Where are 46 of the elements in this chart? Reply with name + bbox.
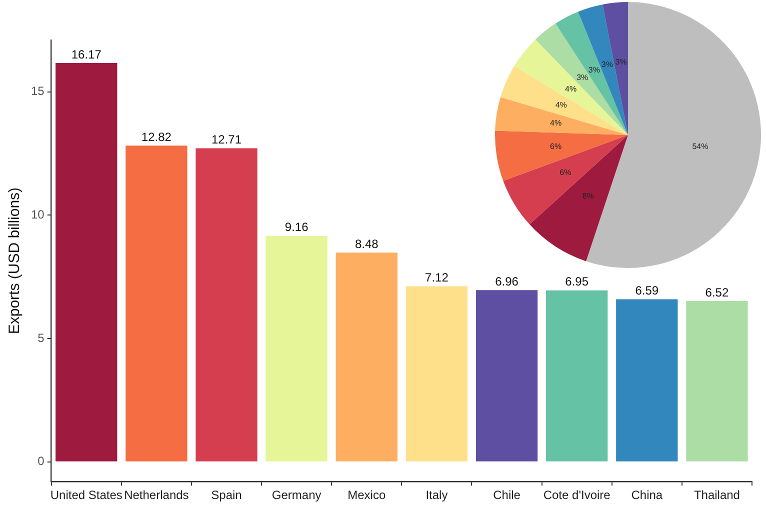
y-tick-label: 10 bbox=[30, 207, 45, 222]
bar bbox=[56, 62, 118, 462]
data-label: 6.95 bbox=[565, 274, 589, 289]
x-tick-label: China bbox=[631, 488, 663, 502]
data-label: 3% bbox=[615, 57, 627, 66]
bar bbox=[266, 236, 328, 462]
data-label: 8.48 bbox=[354, 236, 379, 251]
data-label: 4% bbox=[550, 118, 562, 128]
data-label: 6% bbox=[560, 168, 572, 178]
data-label: 12.71 bbox=[211, 132, 242, 147]
x-tick-label: Mexico bbox=[348, 488, 386, 502]
x-tick-label: United States bbox=[50, 488, 122, 502]
bar bbox=[336, 252, 398, 462]
data-label: 4% bbox=[555, 100, 567, 110]
y-axis-title: Exports (USD billions) bbox=[6, 187, 24, 334]
data-label: 3% bbox=[588, 65, 600, 74]
y-tick-label: 5 bbox=[38, 330, 45, 345]
bar bbox=[546, 290, 608, 462]
y-tick-label: 0 bbox=[38, 454, 45, 468]
x-tick-label: Germany bbox=[272, 488, 322, 502]
x-tick-label: Thailand bbox=[694, 488, 740, 502]
data-label: 6.96 bbox=[495, 274, 519, 288]
x-tick-label: Netherlands bbox=[124, 488, 189, 502]
data-label: 9.16 bbox=[284, 220, 309, 234]
x-tick-label: Spain bbox=[211, 488, 242, 502]
data-label: 6% bbox=[550, 142, 562, 151]
data-label: 8% bbox=[582, 192, 594, 201]
data-label: 6.52 bbox=[705, 285, 729, 300]
x-tick-label: Italy bbox=[426, 488, 448, 502]
x-tick-label: Chile bbox=[493, 488, 521, 502]
x-tick-label: Cote d'Ivoire bbox=[543, 488, 611, 502]
data-label: 54% bbox=[692, 142, 708, 151]
data-label: 4% bbox=[565, 84, 577, 94]
bar bbox=[686, 301, 748, 462]
bar bbox=[406, 286, 468, 462]
bar bbox=[126, 146, 188, 462]
data-label: 16.17 bbox=[71, 47, 102, 62]
y-tick-label: 15 bbox=[30, 84, 45, 98]
bar bbox=[196, 148, 258, 462]
bar bbox=[476, 290, 538, 462]
data-label: 3% bbox=[576, 73, 588, 82]
bar bbox=[616, 299, 678, 462]
data-label: 3% bbox=[601, 60, 613, 70]
data-label: 6.59 bbox=[635, 284, 659, 298]
data-label: 7.12 bbox=[425, 270, 449, 285]
data-label: 12.82 bbox=[141, 130, 172, 144]
